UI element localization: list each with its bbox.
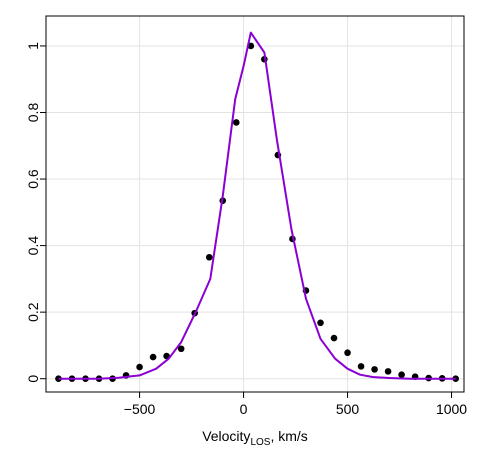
- data-point: [149, 353, 157, 361]
- model-curve: [58, 31, 456, 380]
- series: [55, 31, 459, 382]
- x-tick-labels: −500 0 500 1000: [124, 401, 467, 417]
- y-tick-label: 0.6: [25, 169, 41, 189]
- data-point: [205, 253, 213, 261]
- y-tick-labels: 0 0.2 0.4 0.6 0.8 1: [25, 42, 41, 383]
- x-tick-label: 0: [240, 401, 248, 417]
- x-axis-title-subscript: LOS: [250, 437, 270, 448]
- x-tick-label: 1000: [436, 401, 467, 417]
- data-point: [177, 345, 185, 353]
- data-point: [357, 363, 365, 370]
- data-point: [317, 319, 324, 327]
- x-tick-label: 500: [336, 401, 360, 417]
- data-point: [136, 363, 143, 371]
- y-tick-label: 0.4: [25, 236, 41, 256]
- data-point: [344, 349, 351, 357]
- data-point: [398, 371, 405, 378]
- x-axis-title-main: Velocity: [202, 428, 250, 444]
- x-axis-title: VelocityLOS, km/s: [202, 428, 308, 448]
- x-axis-title-suffix: , km/s: [270, 428, 307, 444]
- x-tick-label: −500: [124, 401, 156, 417]
- data-point: [330, 334, 338, 342]
- y-tick-label: 0.8: [25, 103, 41, 123]
- plot-frame: [45, 15, 465, 393]
- y-tick-label: 1: [25, 42, 41, 50]
- y-tick-label: 0.2: [25, 302, 41, 322]
- grid: [46, 16, 464, 392]
- y-tick-label: 0: [25, 375, 41, 383]
- data-point: [371, 366, 378, 373]
- data-point: [232, 119, 240, 126]
- axis-ticks: [40, 45, 453, 398]
- data-point: [384, 368, 392, 375]
- data-point: [55, 375, 62, 382]
